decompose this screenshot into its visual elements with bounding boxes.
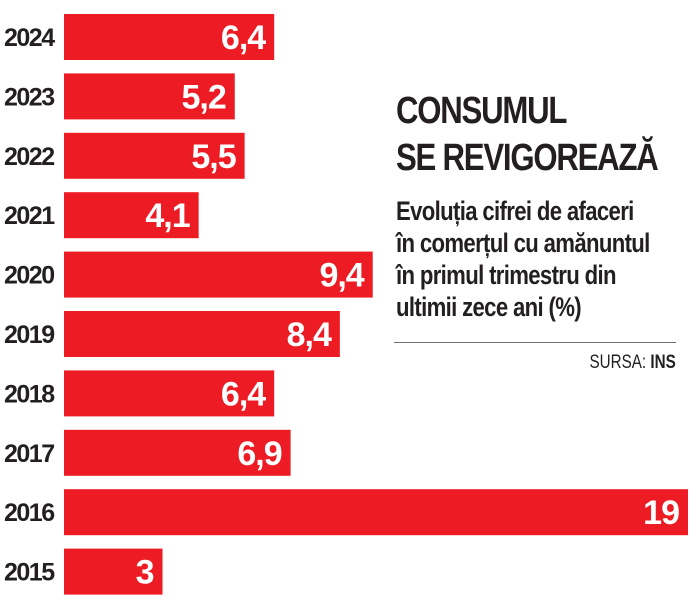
bar-group-2016: 2016 19 bbox=[4, 489, 688, 536]
bar-2019 bbox=[64, 311, 340, 357]
value-label-2016: 19 bbox=[643, 494, 679, 532]
chart-subtitle-line-4: ultimii zece ani (%) bbox=[396, 292, 582, 322]
bar-group-2021: 2021 4,1 bbox=[4, 192, 199, 239]
bar-2017 bbox=[64, 429, 291, 476]
value-label-2020: 9,4 bbox=[319, 257, 364, 295]
bar-group-2019: 2019 8,4 bbox=[4, 311, 340, 357]
bar-2021 bbox=[64, 192, 199, 239]
chart-title-line-2: SE REVIGOREAZĂ bbox=[396, 137, 659, 179]
bar-group-2020: 2020 9,4 bbox=[4, 251, 373, 298]
bar-2016 bbox=[64, 489, 688, 536]
chart-subtitle-line-2: în comerțul cu amănuntul bbox=[396, 228, 650, 258]
bar-group-2015: 2015 3 bbox=[4, 548, 163, 595]
chart-subtitle: Evoluția cifrei de afaceri în comerțul c… bbox=[396, 195, 691, 323]
chart-subtitle-line-3: în primul trimestru din bbox=[396, 260, 617, 290]
chart-title-line-1: CONSUMUL bbox=[396, 90, 567, 132]
bar-2020 bbox=[64, 251, 373, 298]
category-label-2017: 2017 bbox=[4, 440, 54, 468]
bar-group-2017: 2017 6,9 bbox=[4, 429, 291, 476]
bar-2024 bbox=[64, 14, 275, 60]
category-label-2021: 2021 bbox=[4, 202, 55, 230]
bar-group-2024: 2024 6,4 bbox=[4, 14, 275, 60]
value-label-2024: 6,4 bbox=[221, 19, 266, 57]
chart-subtitle-line-1: Evoluția cifrei de afaceri bbox=[396, 196, 634, 226]
category-label-2015: 2015 bbox=[4, 559, 55, 587]
chart-title: CONSUMUL SE REVIGOREAZĂ bbox=[396, 88, 659, 182]
category-label-2024: 2024 bbox=[4, 24, 55, 52]
bar-2023 bbox=[64, 73, 235, 120]
category-label-2022: 2022 bbox=[4, 143, 54, 171]
category-label-2018: 2018 bbox=[4, 380, 55, 408]
value-label-2018: 6,4 bbox=[221, 375, 266, 413]
category-label-2023: 2023 bbox=[4, 83, 54, 111]
bar-group-2018: 2018 6,4 bbox=[4, 370, 275, 417]
value-label-2019: 8,4 bbox=[287, 316, 332, 354]
value-label-2021: 4,1 bbox=[145, 197, 189, 235]
source-label: SURSA: bbox=[589, 352, 647, 373]
category-label-2019: 2019 bbox=[4, 321, 54, 349]
bar-2018 bbox=[64, 370, 275, 417]
category-label-2016: 2016 bbox=[4, 499, 54, 527]
value-label-2015: 3 bbox=[136, 554, 154, 592]
source-note: SURSA: INS bbox=[590, 352, 676, 374]
bar-group-2023: 2023 5,2 bbox=[4, 73, 235, 120]
value-label-2017: 6,9 bbox=[237, 435, 281, 473]
category-label-2020: 2020 bbox=[4, 262, 54, 290]
bar-group-2022: 2022 5,5 bbox=[4, 132, 245, 179]
bars-layer: 2024 6,4 2023 5,2 2022 5,5 2021 4,1 2020 9,4 2019 8… bbox=[4, 14, 688, 595]
value-label-2023: 5,2 bbox=[182, 78, 226, 116]
divider-line bbox=[394, 342, 676, 343]
bar-2022 bbox=[64, 132, 245, 179]
source-name: INS bbox=[650, 352, 676, 373]
bar-2015 bbox=[64, 548, 163, 595]
value-label-2022: 5,5 bbox=[191, 138, 235, 176]
